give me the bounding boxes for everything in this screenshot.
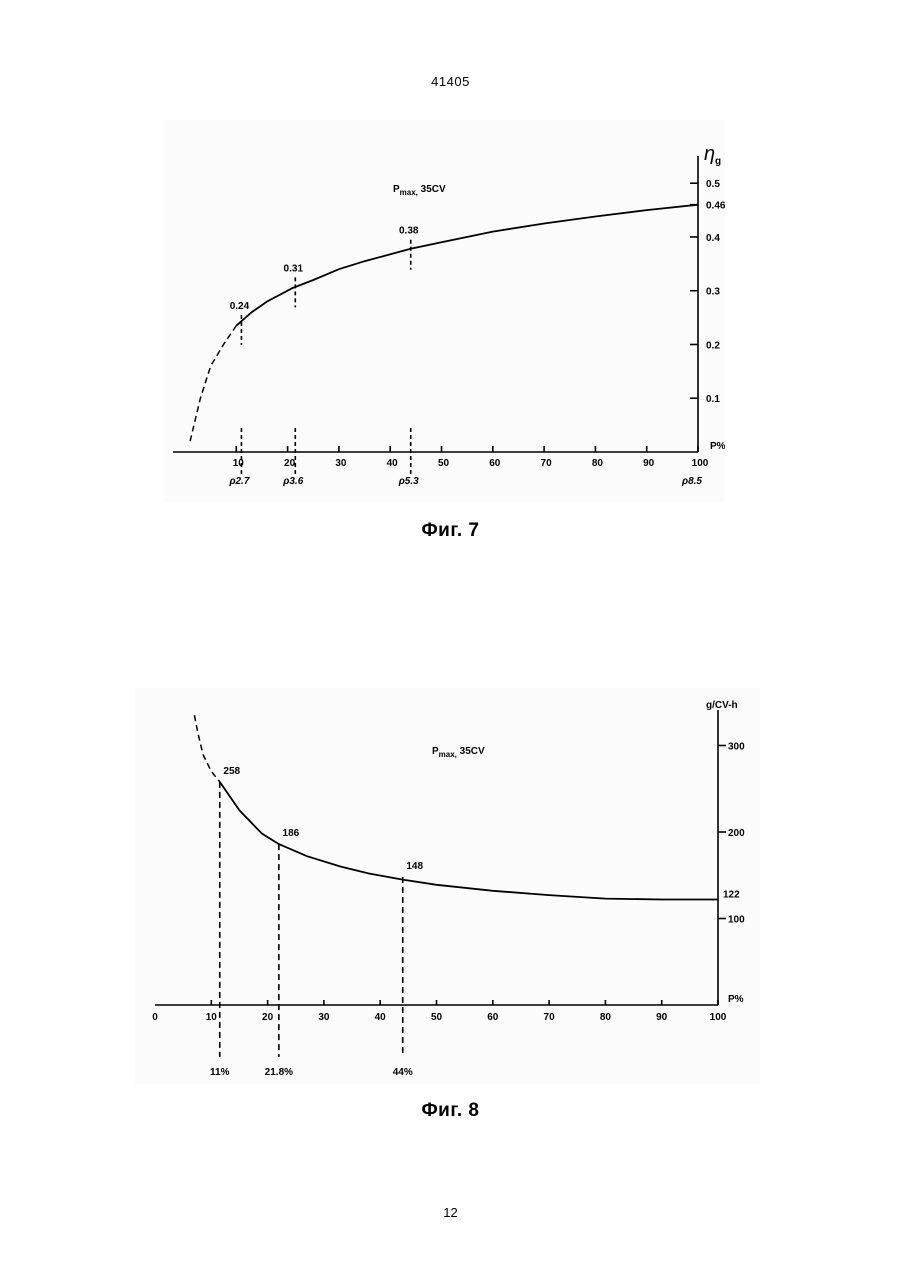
x-axis-label: P% (728, 994, 744, 1005)
figure-7-panel: 10 20 30 40 50 60 70 80 90 100P% 0.1 0.2 0.3 0.4 0.5 0.… (165, 120, 725, 502)
marker-label: 148 (406, 861, 423, 872)
x-tick-label: 20 (262, 1012, 274, 1023)
figure-7-chart: 10 20 30 40 50 60 70 80 90 100P% 0.1 0.2 0.3 0.4 0.5 0.… (165, 120, 725, 502)
x-tick-label: 90 (643, 458, 655, 469)
x-tick-label: 30 (318, 1012, 330, 1023)
y-tick-label: 0.3 (706, 287, 720, 298)
marker-label: 0.31 (284, 263, 304, 274)
x-tick-label: 70 (544, 1012, 556, 1023)
y-tick-label: 0.4 (706, 233, 720, 244)
y-axis-label-sub: g (715, 156, 721, 167)
x-tick-label: 80 (600, 1012, 612, 1023)
figure-8-panel: 0102030405060708090100P%100200300122g/CV… (135, 688, 760, 1084)
marker-label: 258 (223, 766, 240, 777)
y-tick-label: 300 (728, 742, 745, 753)
page-number: 12 (0, 1205, 901, 1220)
x-tick-label: 60 (489, 458, 501, 469)
x-tick-label: 90 (656, 1012, 668, 1023)
x-axis-label: P% (710, 441, 725, 452)
x-tick-label: 20 (284, 458, 296, 469)
x-tick-label: 10 (233, 458, 245, 469)
x-tick-label: 30 (335, 458, 347, 469)
y-tick-label: 100 (728, 915, 745, 926)
marker-label: 186 (283, 828, 300, 839)
bottom-marker-label: 44% (393, 1067, 413, 1078)
x-tick-label: 50 (438, 458, 450, 469)
curve-dashed-segment (190, 326, 236, 442)
x-tick-label: 80 (592, 458, 604, 469)
x-tick-label: 100 (710, 1012, 727, 1023)
y-axis-label: g/CV-h (706, 700, 738, 711)
y-axis-label: η (704, 143, 715, 165)
figure-7-caption: Фиг. 7 (0, 520, 901, 542)
curve-dashed-segment (194, 715, 219, 782)
efficiency-curve (236, 205, 698, 326)
x-tick-label: 70 (541, 458, 553, 469)
y-tick-label: 0.2 (706, 340, 720, 351)
x-tick-label: 60 (487, 1012, 499, 1023)
consumption-curve (220, 782, 718, 900)
bottom-marker-label: ρ8.5 (681, 476, 702, 487)
x-tick-label: 10 (206, 1012, 218, 1023)
x-tick-label: 40 (375, 1012, 387, 1023)
marker-label: 0.38 (399, 226, 419, 237)
bottom-marker-label: ρ3.6 (282, 476, 303, 487)
page-header: 41405 (0, 74, 901, 89)
bottom-marker-label: ρ5.3 (398, 476, 419, 487)
end-value-label: 0.46 (706, 201, 725, 212)
y-tick-label: 0.5 (706, 179, 720, 190)
marker-label: 0.24 (230, 301, 250, 312)
x-tick-label: 0 (152, 1012, 158, 1023)
end-value-label: 122 (723, 889, 740, 900)
x-tick-label: 40 (387, 458, 399, 469)
y-tick-label: 200 (728, 828, 745, 839)
bottom-marker-label: 21.8% (265, 1067, 293, 1078)
chart-annotation: Pmax, 35CV (393, 184, 446, 197)
x-tick-label: 50 (431, 1012, 443, 1023)
x-tick-label: 100 (692, 458, 709, 469)
bottom-marker-label: ρ2.7 (228, 476, 249, 487)
y-tick-label: 0.1 (706, 394, 720, 405)
figure-8-caption: Фиг. 8 (0, 1100, 901, 1122)
figure-8-chart: 0102030405060708090100P%100200300122g/CV… (135, 688, 760, 1084)
bottom-marker-label: 11% (210, 1067, 230, 1078)
chart-annotation: Pmax, 35CV (432, 746, 485, 759)
